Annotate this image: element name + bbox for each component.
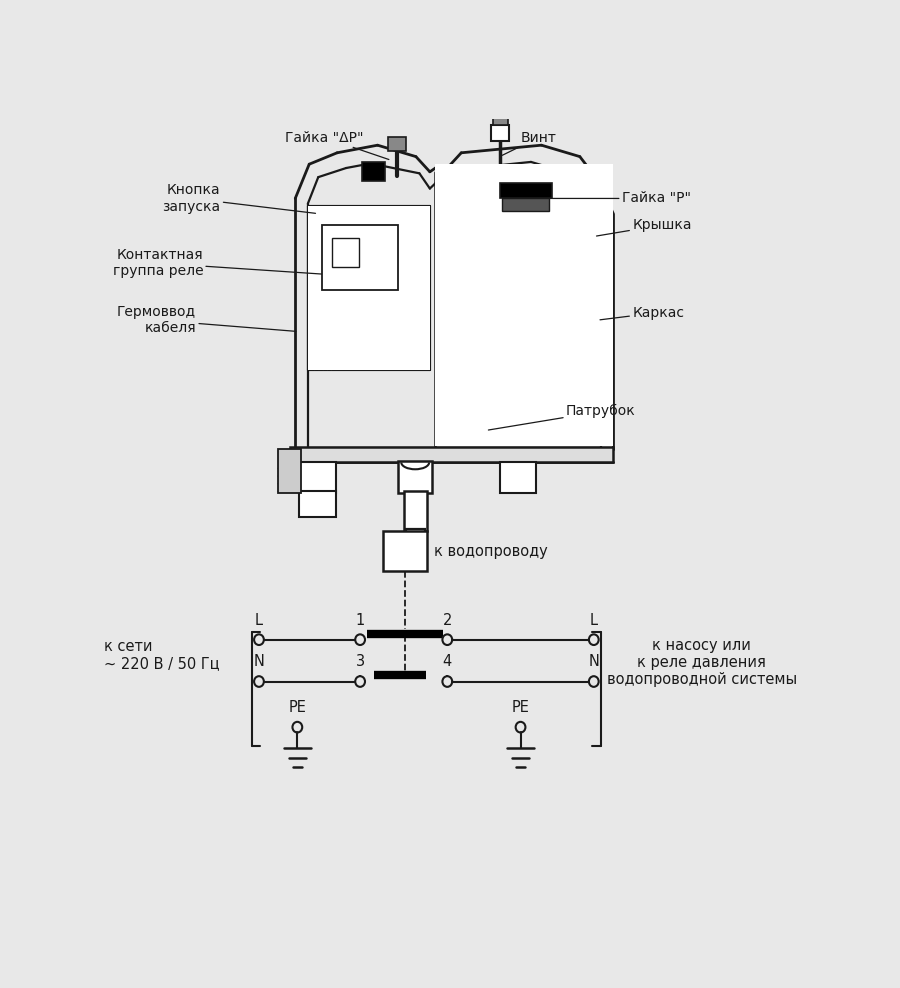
Bar xyxy=(362,162,384,181)
Text: Винт: Винт xyxy=(502,130,556,155)
Bar xyxy=(388,136,406,150)
Text: N: N xyxy=(589,654,599,669)
Text: Кнопка
запуска: Кнопка запуска xyxy=(163,184,316,213)
Bar xyxy=(500,462,536,493)
Bar xyxy=(500,183,552,199)
Text: Гермоввод
кабеля: Гермоввод кабеля xyxy=(117,305,296,335)
Bar xyxy=(300,462,336,493)
Bar xyxy=(332,238,359,267)
Bar xyxy=(436,164,613,446)
Bar xyxy=(406,530,425,553)
Bar xyxy=(404,491,428,531)
Text: L: L xyxy=(590,613,598,627)
Bar xyxy=(300,491,336,517)
Text: 1: 1 xyxy=(356,613,364,627)
Bar xyxy=(492,114,508,124)
Text: Гайка "ΔР": Гайка "ΔР" xyxy=(285,130,389,159)
Text: Контактная
группа реле: Контактная группа реле xyxy=(112,248,326,279)
Text: Крышка: Крышка xyxy=(632,218,691,232)
Text: к водопроводу: к водопроводу xyxy=(434,543,548,558)
Bar xyxy=(278,449,301,493)
Text: N: N xyxy=(254,654,265,669)
Bar xyxy=(322,225,399,289)
Text: 2: 2 xyxy=(443,613,452,627)
Text: к насосу или
к реле давления
водопроводной системы: к насосу или к реле давления водопроводн… xyxy=(607,637,797,688)
Text: PE: PE xyxy=(288,700,306,715)
Bar xyxy=(491,124,508,141)
Text: PE: PE xyxy=(511,700,529,715)
Bar xyxy=(399,460,432,493)
Text: Р: Р xyxy=(400,542,410,560)
Bar xyxy=(308,206,430,370)
Text: 4: 4 xyxy=(443,654,452,669)
Text: Гайка "Р": Гайка "Р" xyxy=(537,192,690,206)
Text: Патрубок: Патрубок xyxy=(489,404,635,430)
Bar xyxy=(291,448,613,462)
Text: к сети
~ 220 В / 50 Гц: к сети ~ 220 В / 50 Гц xyxy=(104,638,219,671)
Bar xyxy=(408,552,424,566)
Bar xyxy=(112,111,810,522)
Text: Каркас: Каркас xyxy=(600,305,684,320)
Bar xyxy=(501,198,549,211)
Bar xyxy=(383,531,427,571)
Text: Крышка: Крышка xyxy=(597,218,691,236)
Text: L: L xyxy=(255,613,263,627)
Text: 3: 3 xyxy=(356,654,364,669)
